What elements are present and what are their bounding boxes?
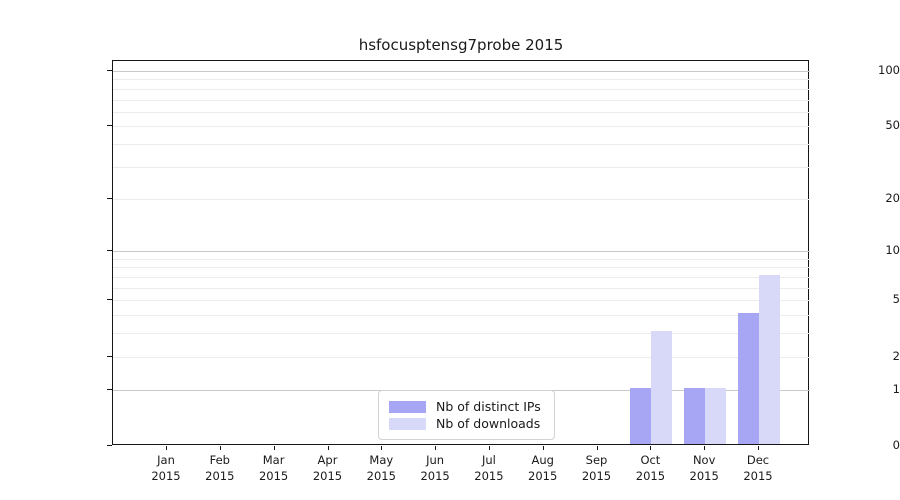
plot-area [112,60,810,445]
bar-distinct-ips [630,387,652,444]
y-tick-mark [107,250,112,252]
y-tick-mark [107,355,112,357]
bar-downloads [759,275,780,444]
y-tick-label: 1 [892,381,900,396]
x-tick-mark [219,446,221,450]
x-tick-label: May 2015 [366,453,396,483]
x-tick-label: Aug 2015 [528,453,558,483]
minor-gridline [113,356,810,358]
y-tick-label: 5 [892,292,900,307]
y-tick-mark [107,445,112,446]
minor-gridline [113,300,810,302]
minor-gridline [113,88,810,90]
y-tick-label: 10 [885,243,900,258]
x-tick-mark [488,446,490,450]
y-tick-mark [107,299,112,301]
x-tick-mark [650,446,652,450]
y-tick-label: 20 [885,190,900,205]
x-tick-mark [596,446,598,450]
x-tick-label: Feb 2015 [205,453,235,483]
y-tick-label: 50 [885,118,900,133]
bar-downloads [651,331,673,444]
major-gridline [113,70,810,72]
minor-gridline [113,111,810,113]
legend-row: Nb of distinct IPs [389,398,541,415]
x-tick-label: Jun 2015 [420,453,450,483]
x-tick-mark [166,446,167,450]
x-tick-mark [542,446,544,450]
y-tick-label: 2 [892,348,900,363]
x-tick-mark [758,446,759,450]
x-tick-label: Jul 2015 [474,453,504,483]
minor-gridline [113,144,810,146]
legend-label: Nb of downloads [436,416,541,431]
x-tick-label: Apr 2015 [312,453,343,483]
minor-gridline [113,267,810,269]
x-tick-mark [327,446,329,450]
x-tick-label: Mar 2015 [258,453,289,483]
minor-gridline [113,287,810,289]
y-tick-label: 0 [892,438,900,452]
x-tick-mark [704,446,706,450]
minor-gridline [113,166,810,168]
minor-gridline [113,99,810,101]
x-tick-label: Sep 2015 [581,453,612,483]
y-tick-mark [107,69,112,71]
bar-distinct-ips [684,387,706,444]
legend-label: Nb of distinct IPs [436,399,541,414]
minor-gridline [113,258,810,260]
chart-title: hsfocusptensg7probe 2015 [358,36,564,54]
minor-gridline [113,277,810,278]
major-gridline [113,251,810,253]
x-tick-label: Dec 2015 [743,453,773,483]
minor-gridline [113,333,810,335]
legend: Nb of distinct IPs Nb of downloads [378,390,555,440]
y-tick-mark [107,197,112,199]
minor-gridline [113,126,810,128]
bar-distinct-ips [738,313,759,444]
minor-gridline [113,198,810,200]
minor-gridline [113,315,810,317]
legend-row: Nb of downloads [389,415,541,432]
bar-downloads [705,387,727,444]
minor-gridline [113,79,810,81]
y-tick-mark [107,388,112,390]
x-tick-label: Oct 2015 [635,453,666,483]
x-tick-mark [273,446,275,450]
legend-swatch [389,400,426,413]
x-tick-label: Jan 2015 [151,453,181,483]
legend-swatch [389,417,426,430]
y-tick-label: 100 [878,62,900,77]
y-tick-mark [107,125,112,127]
x-tick-mark [435,446,437,450]
x-tick-mark [381,446,383,450]
x-tick-label: Nov 2015 [689,453,719,483]
